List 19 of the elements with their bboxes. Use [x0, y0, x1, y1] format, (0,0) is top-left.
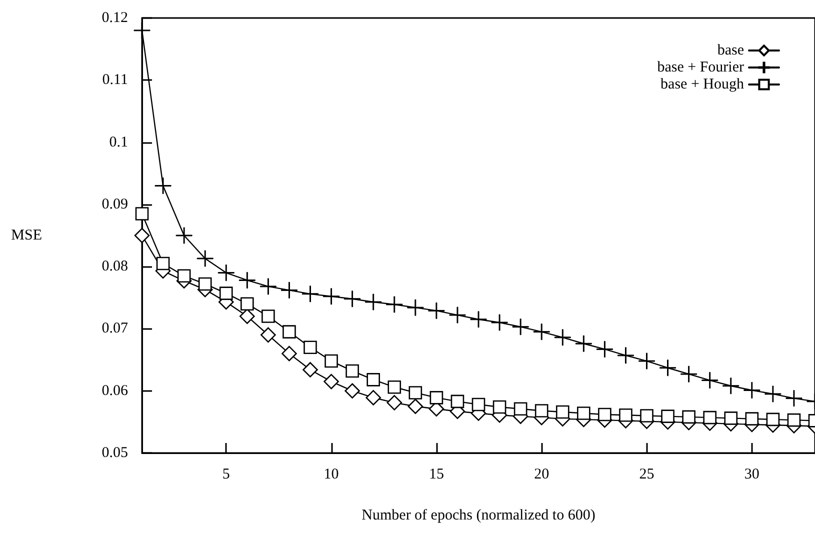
legend-label: base + Fourier: [657, 60, 744, 76]
x-tick-label: 5: [222, 466, 230, 482]
y-tick-label: 0.07: [102, 320, 128, 337]
x-tick-label: 25: [639, 466, 654, 482]
x-tick-label: 30: [744, 466, 760, 482]
y-tick-label: 0.1: [109, 134, 128, 150]
y-tick-label: 0.12: [102, 10, 128, 26]
y-tick-label: 0.11: [102, 72, 128, 88]
y-tick-label: 0.05: [102, 445, 128, 461]
y-axis-title: MSE: [11, 228, 42, 244]
x-tick-label: 10: [324, 466, 339, 482]
y-tick-label: 0.06: [102, 382, 128, 399]
x-axis-title: Number of epochs (normalized to 600): [362, 508, 596, 524]
legend-label: base: [717, 42, 744, 58]
y-tick-label: 0.09: [102, 196, 128, 212]
x-tick-label: 15: [428, 466, 444, 482]
legend-label: base + Hough: [660, 76, 744, 92]
y-tick-label: 0.08: [102, 258, 128, 275]
x-tick-label: 20: [534, 466, 550, 482]
